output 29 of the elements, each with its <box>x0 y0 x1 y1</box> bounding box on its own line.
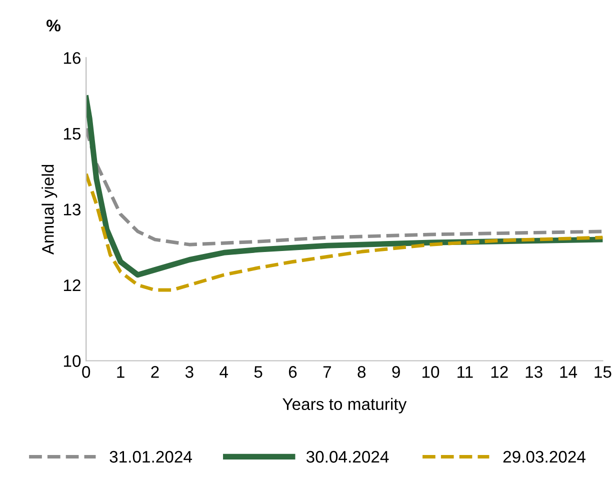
x-axis-title: Years to maturity <box>282 398 407 414</box>
legend-label: 31.01.2024 <box>110 450 192 463</box>
x-tick-label: 15 <box>594 366 612 378</box>
x-tick-label: 10 <box>422 366 440 378</box>
y-tick-label: 12 <box>64 279 80 292</box>
y-tick-label: 15 <box>64 128 81 140</box>
line-series <box>86 172 603 292</box>
text: % <box>46 20 61 32</box>
legend-label: 29.03.2024 <box>503 450 586 463</box>
x-tick-label: 2 <box>151 366 159 378</box>
x-tick-label: 4 <box>220 366 228 378</box>
x-tick-label: 9 <box>392 366 400 378</box>
x-tick-label: 5 <box>254 366 262 378</box>
x-tick-label: 8 <box>358 366 366 378</box>
y-tick-label: 16 <box>64 52 81 64</box>
x-tick-label: 0 <box>82 366 90 378</box>
x-tick-label: 6 <box>288 366 297 378</box>
y-axis-title: Annual yield <box>42 164 58 255</box>
x-tick-label: 1 <box>117 366 124 378</box>
y-tick-label: 10 <box>64 355 81 367</box>
line-series <box>86 126 603 246</box>
x-tick-label: 7 <box>323 366 331 378</box>
y-tick-label: 13 <box>64 204 81 216</box>
legend-label: 30.04.2024 <box>306 450 389 463</box>
x-tick-label: 13 <box>526 366 542 378</box>
x-tick-label: 12 <box>491 366 508 378</box>
x-tick-label: 3 <box>185 366 194 378</box>
x-tick-label: 14 <box>560 366 578 378</box>
x-tick-label: 11 <box>458 366 473 378</box>
